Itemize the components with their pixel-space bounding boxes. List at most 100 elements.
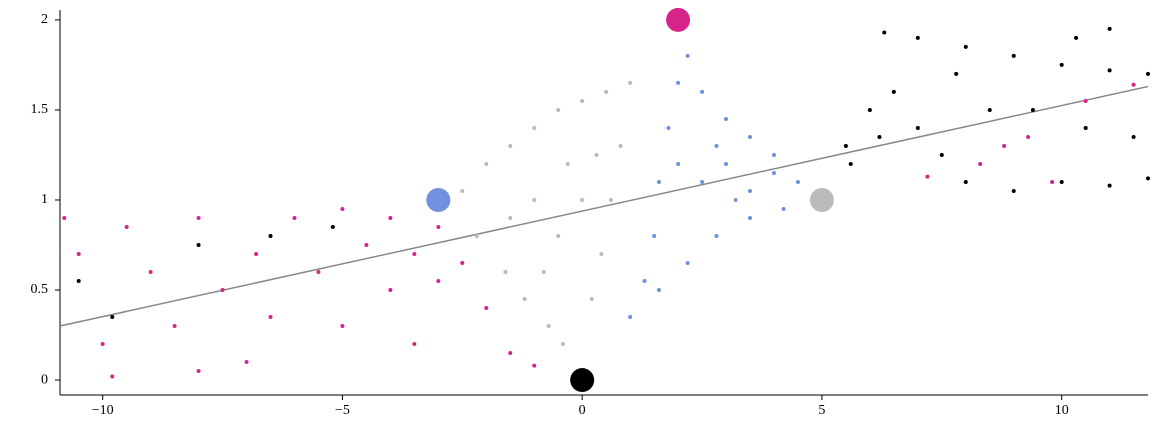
point xyxy=(599,252,604,257)
point xyxy=(666,125,671,130)
point xyxy=(1146,71,1150,76)
point xyxy=(484,161,489,166)
y-tick-label: 0.5 xyxy=(31,282,49,297)
point xyxy=(412,342,417,347)
y-tick-label: 2 xyxy=(41,12,48,27)
point xyxy=(484,306,489,311)
point xyxy=(1059,62,1064,67)
point xyxy=(522,297,527,302)
point xyxy=(1074,35,1079,40)
point xyxy=(503,270,508,275)
point xyxy=(915,125,920,130)
point xyxy=(939,152,944,157)
point xyxy=(589,297,594,302)
x-tick-label: 10 xyxy=(1055,403,1069,418)
point xyxy=(532,197,537,202)
large-point xyxy=(426,187,451,212)
point xyxy=(220,288,225,293)
point xyxy=(508,351,513,356)
point xyxy=(196,242,201,247)
point xyxy=(843,143,848,148)
y-tick-label: 1.5 xyxy=(31,102,49,117)
point xyxy=(608,197,613,202)
point xyxy=(364,242,369,247)
point xyxy=(642,279,647,284)
point xyxy=(954,71,959,76)
point xyxy=(1131,82,1136,87)
point xyxy=(656,288,661,293)
point xyxy=(604,89,609,94)
point xyxy=(268,233,273,238)
point xyxy=(652,233,657,238)
point xyxy=(714,143,719,148)
point xyxy=(848,161,853,166)
point xyxy=(978,161,983,166)
point xyxy=(724,116,729,121)
point xyxy=(76,279,81,284)
point xyxy=(963,44,968,49)
point xyxy=(388,288,393,293)
x-tick-label: −10 xyxy=(92,403,114,418)
point xyxy=(1107,183,1112,188)
point xyxy=(148,270,153,275)
point xyxy=(388,215,393,220)
point xyxy=(110,315,115,320)
point xyxy=(724,161,729,166)
point xyxy=(781,206,786,211)
y-tick-label: 1 xyxy=(41,192,48,207)
point xyxy=(172,324,177,329)
point xyxy=(1107,68,1112,73)
point xyxy=(748,188,753,193)
point xyxy=(412,252,417,257)
point xyxy=(1050,179,1055,184)
point xyxy=(1131,134,1136,139)
point xyxy=(436,279,441,284)
point xyxy=(925,174,930,179)
point xyxy=(532,363,537,368)
point xyxy=(580,98,585,103)
point xyxy=(244,360,249,365)
point xyxy=(748,215,753,220)
point xyxy=(700,179,705,184)
point xyxy=(628,80,633,85)
point xyxy=(771,170,776,175)
point xyxy=(685,53,690,58)
x-tick-label: −5 xyxy=(335,403,350,418)
large-point xyxy=(809,187,834,212)
point xyxy=(891,89,896,94)
point xyxy=(580,197,585,202)
y-tick-label: 0 xyxy=(41,372,48,387)
point xyxy=(1059,179,1064,184)
point xyxy=(714,233,719,238)
large-point xyxy=(570,368,595,393)
point xyxy=(556,233,561,238)
x-tick-label: 0 xyxy=(579,403,586,418)
point xyxy=(330,224,335,229)
point xyxy=(436,224,441,229)
point xyxy=(110,374,115,379)
point xyxy=(594,152,599,157)
point xyxy=(254,252,259,257)
large-point xyxy=(666,7,691,32)
point xyxy=(700,89,705,94)
point xyxy=(196,215,201,220)
point xyxy=(532,125,537,130)
point xyxy=(676,161,681,166)
point xyxy=(676,80,681,85)
point xyxy=(100,342,105,347)
point xyxy=(460,188,465,193)
point xyxy=(628,315,633,320)
point xyxy=(316,270,321,275)
trend-line xyxy=(59,85,1149,327)
point xyxy=(963,179,968,184)
point xyxy=(541,270,546,275)
point xyxy=(748,134,753,139)
point xyxy=(877,134,882,139)
point xyxy=(795,179,800,184)
point xyxy=(656,179,661,184)
point xyxy=(1083,98,1088,103)
point xyxy=(508,143,513,148)
point xyxy=(685,261,690,266)
point xyxy=(340,324,345,329)
